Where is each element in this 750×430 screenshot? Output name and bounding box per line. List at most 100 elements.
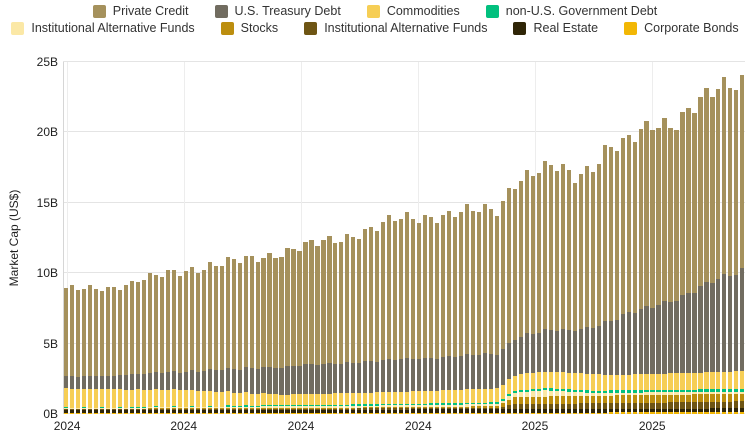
bar-segment (399, 408, 404, 410)
bar-segment (644, 402, 649, 409)
legend-item[interactable]: Real Estate (513, 21, 598, 35)
bar-segment (99, 375, 105, 389)
bar-segment (512, 339, 518, 376)
legend-item[interactable]: Private Credit (92, 4, 189, 18)
legend-item[interactable]: non-U.S. Government Debt (485, 4, 657, 18)
stacked-bar (488, 208, 494, 414)
bar-segment (81, 409, 87, 410)
bar-segment (674, 130, 679, 302)
bar-segment (512, 392, 518, 398)
bar-segment (590, 408, 595, 413)
stacked-bar (69, 285, 75, 414)
bar-segment (560, 389, 565, 392)
bar-segment (351, 407, 356, 409)
bar-segment (470, 409, 476, 413)
bar-segment (411, 391, 416, 404)
stacked-bar (506, 187, 512, 414)
bar-segment (285, 394, 290, 406)
bar-segment (231, 368, 236, 393)
bar-segment (405, 357, 410, 392)
bar-segment (333, 409, 338, 413)
legend-item[interactable]: U.S. Treasury Debt (214, 4, 341, 18)
bar-segment (81, 407, 87, 408)
stacked-bar (369, 226, 374, 414)
bar-segment (225, 409, 230, 413)
bar-segment (488, 406, 494, 408)
bar-segment (309, 407, 314, 409)
stacked-bar (644, 120, 649, 414)
bar-segment (429, 357, 434, 391)
bar-segment (303, 406, 308, 408)
bar-segment (530, 391, 535, 397)
stacked-bar (429, 217, 434, 414)
stacked-bar (590, 172, 595, 414)
bar-segment (213, 391, 218, 407)
stacked-bar (309, 239, 314, 414)
bar-segment (339, 363, 344, 394)
bar-segment (393, 359, 398, 393)
bar-segment (255, 406, 260, 409)
bar-segment (524, 389, 529, 392)
bar-segment (363, 407, 368, 409)
bar-segment (219, 408, 224, 409)
stacked-bar (722, 76, 727, 414)
bar-segment (105, 375, 111, 390)
bar-segment (249, 255, 254, 369)
bar-segment (632, 374, 637, 391)
bar-segment (141, 374, 146, 390)
legend-item[interactable]: Corporate Bonds (624, 21, 739, 35)
bar-segment (87, 285, 93, 376)
bar-segment (315, 407, 320, 409)
bar-segment (530, 389, 535, 392)
bar-segment (674, 408, 679, 413)
bar-segment (423, 407, 428, 409)
bar-segment (566, 403, 571, 409)
bar-segment (584, 392, 589, 396)
bar-segment (536, 388, 541, 391)
legend-item[interactable]: Stocks (220, 21, 278, 35)
bar-segment (111, 389, 117, 408)
bar-segment (357, 404, 362, 406)
bar-segment (315, 406, 320, 408)
legend-item[interactable]: Institutional Alternative Funds (304, 21, 487, 35)
bar-segment (129, 280, 135, 375)
bar-segment (626, 312, 631, 375)
bar-segment (596, 390, 601, 393)
bar-segment (692, 402, 697, 409)
bar-segment (596, 412, 601, 414)
bar-segment (578, 392, 583, 396)
bar-segment (315, 245, 320, 365)
bar-segment (644, 120, 649, 306)
bar-segment (117, 388, 123, 407)
bar-segment (387, 408, 392, 410)
bar-segment (578, 396, 583, 404)
bar-segment (285, 407, 290, 409)
stacked-bar (411, 219, 416, 414)
bar-segment (632, 408, 637, 413)
bar-segment (369, 226, 374, 361)
legend-item[interactable]: Commodities (366, 4, 460, 18)
bar-segment (279, 409, 284, 413)
x-tick-label: 2024 (287, 419, 315, 430)
bar-segment (500, 409, 506, 413)
bar-segment (135, 282, 140, 374)
bar-segment (327, 393, 332, 405)
bar-segment (225, 256, 230, 368)
bar-segment (566, 396, 571, 404)
bar-segment (381, 221, 386, 360)
bar-segment (171, 409, 176, 413)
bar-segment (297, 405, 302, 407)
bar-segment (518, 390, 523, 393)
legend-label: U.S. Treasury Debt (234, 4, 341, 18)
bar-segment (129, 389, 135, 408)
bar-segment (117, 408, 123, 410)
bar-segment (165, 270, 170, 373)
x-tick-label: 2025 (638, 419, 666, 430)
legend-item[interactable]: Institutional Alternative Funds (11, 21, 195, 35)
bar-segment (494, 355, 500, 389)
bar-segment (273, 412, 278, 414)
bar-segment (482, 404, 488, 407)
bar-segment (722, 412, 727, 414)
bar-segment (458, 355, 464, 390)
bar-segment (213, 406, 218, 409)
